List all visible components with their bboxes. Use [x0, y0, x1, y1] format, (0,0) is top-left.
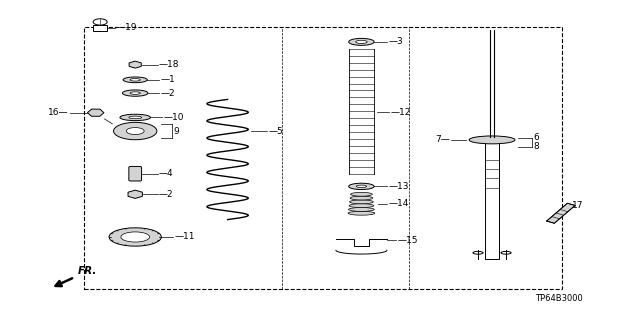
Ellipse shape — [356, 185, 367, 188]
Text: 8: 8 — [534, 142, 540, 151]
Ellipse shape — [120, 114, 150, 121]
Ellipse shape — [123, 77, 147, 83]
Ellipse shape — [130, 78, 140, 81]
Text: —11: —11 — [175, 233, 195, 241]
Text: 9: 9 — [173, 127, 179, 136]
Text: 16—: 16— — [49, 108, 69, 117]
Bar — [84, 27, 562, 289]
Text: 17: 17 — [572, 201, 584, 210]
Text: —1: —1 — [161, 75, 175, 84]
FancyBboxPatch shape — [129, 167, 141, 181]
Ellipse shape — [350, 196, 372, 200]
Text: —5: —5 — [269, 127, 284, 136]
Text: —2: —2 — [159, 190, 173, 199]
Ellipse shape — [349, 204, 374, 208]
Bar — [485, 137, 499, 259]
Text: —10: —10 — [163, 113, 184, 122]
Ellipse shape — [113, 122, 157, 140]
Ellipse shape — [93, 19, 107, 25]
Text: 6: 6 — [534, 133, 540, 143]
Text: —3: —3 — [388, 37, 403, 46]
Text: —4: —4 — [159, 169, 173, 178]
Text: —15: —15 — [397, 236, 419, 245]
Text: —13: —13 — [388, 182, 409, 191]
Text: —14: —14 — [388, 199, 408, 208]
Text: —19: —19 — [116, 23, 136, 32]
Text: —12: —12 — [391, 108, 411, 116]
Text: TP64B3000: TP64B3000 — [535, 294, 583, 303]
Text: 7—: 7— — [435, 135, 450, 145]
Text: FR.: FR. — [78, 265, 97, 276]
Ellipse shape — [109, 228, 161, 246]
Ellipse shape — [349, 183, 374, 189]
Ellipse shape — [356, 40, 367, 43]
Ellipse shape — [121, 232, 150, 242]
Ellipse shape — [501, 251, 511, 254]
Ellipse shape — [349, 200, 373, 204]
Ellipse shape — [130, 92, 140, 94]
Ellipse shape — [122, 90, 148, 96]
Ellipse shape — [129, 116, 141, 119]
Ellipse shape — [469, 136, 515, 144]
Ellipse shape — [351, 192, 372, 196]
Ellipse shape — [473, 251, 483, 254]
Ellipse shape — [349, 208, 374, 211]
Text: —2: —2 — [161, 89, 175, 98]
Ellipse shape — [349, 38, 374, 45]
Bar — [93, 25, 107, 31]
Text: —18: —18 — [159, 60, 179, 69]
Polygon shape — [547, 203, 575, 223]
Ellipse shape — [348, 211, 375, 215]
Ellipse shape — [126, 128, 144, 135]
